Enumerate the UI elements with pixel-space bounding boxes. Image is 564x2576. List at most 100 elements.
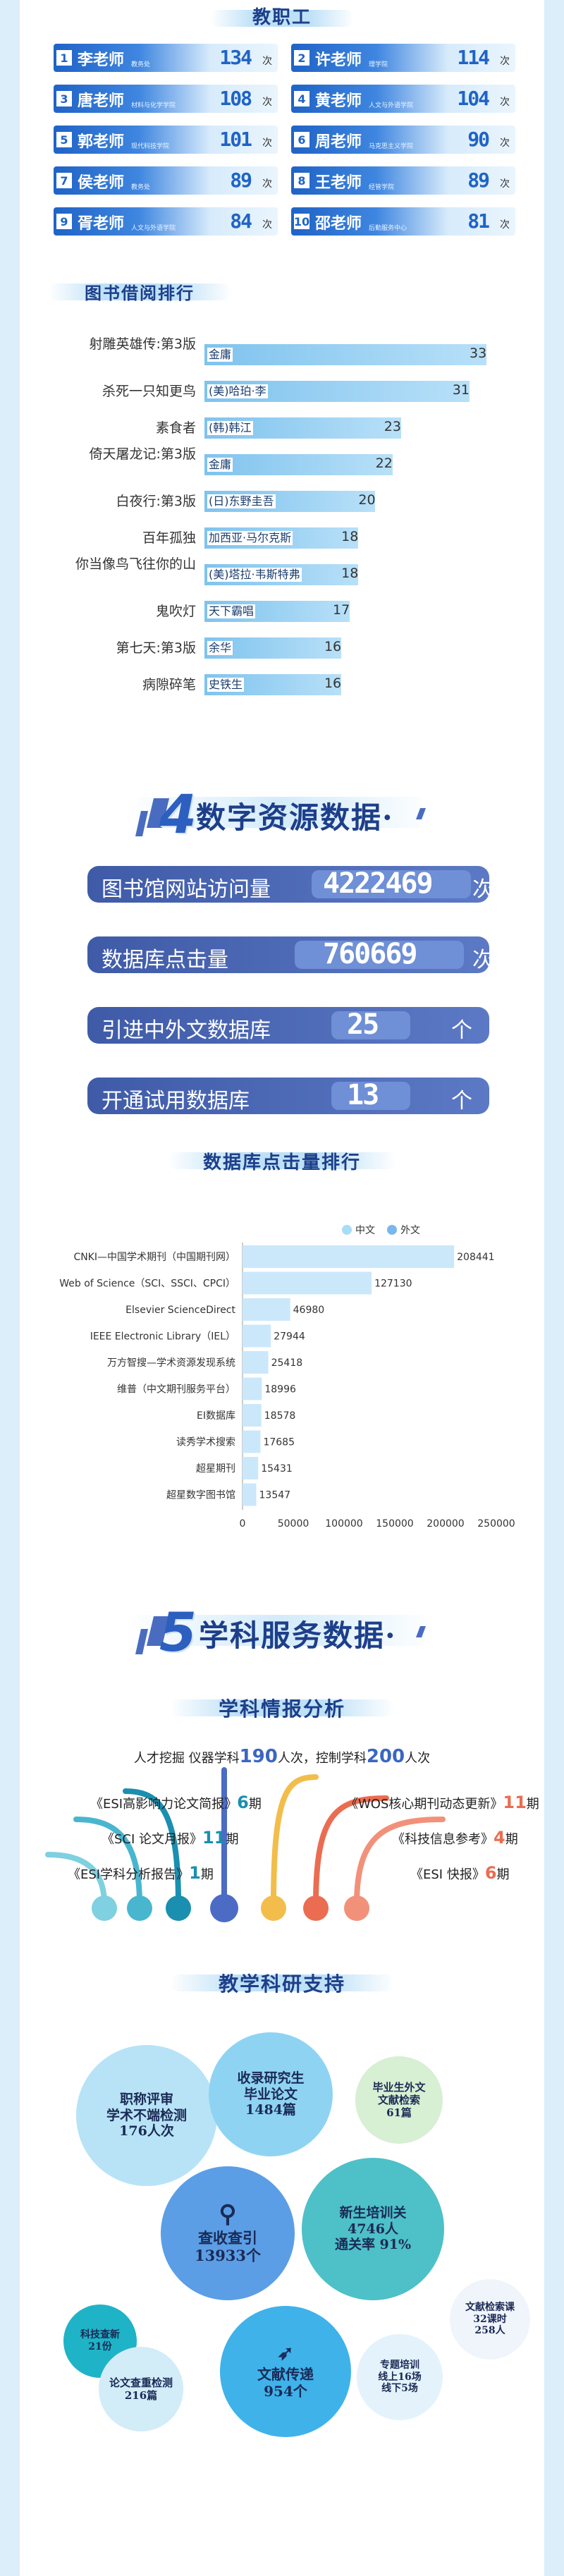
- legend-dot-cn: [342, 1225, 352, 1235]
- db-bar-value: 46980: [293, 1305, 325, 1316]
- stat-label: 数据库点击量: [102, 948, 228, 972]
- intel-item-label: 《WOS核心期刊动态更新》: [345, 1797, 503, 1812]
- staff-rank: 7: [56, 173, 72, 188]
- stat-unit: 次: [472, 948, 494, 972]
- book-bar: 加西亚·马尔克斯: [204, 527, 359, 549]
- book-row: 你当像鸟飞往你的山 (美)塔拉·韦斯特弗 18: [20, 556, 544, 592]
- legend-label-en: 外文: [400, 1225, 420, 1236]
- staff-count: 108: [219, 87, 252, 110]
- support-bubble: 收录研究生 毕业论文 1484篇: [209, 2032, 333, 2156]
- staff-card: 1 李老师 教务处 134 次: [54, 44, 278, 72]
- discipline-number: 5: [159, 1601, 197, 1664]
- db-bar: [243, 1430, 261, 1453]
- staff-dept: 后勤服务中心: [369, 225, 407, 232]
- support-bubble: 新生培训关 4746人 通关率 91%: [302, 2158, 444, 2300]
- category-label: Elsevier ScienceDirect: [125, 1305, 235, 1316]
- stat-pill: 开通试用数据库 13 个: [87, 1078, 489, 1114]
- book-value: 18: [341, 529, 359, 544]
- db-bar: [243, 1457, 259, 1479]
- category-label: 超星数字图书馆: [166, 1490, 235, 1501]
- db-bar: [243, 1324, 271, 1348]
- staff-name: 侯老师: [78, 173, 125, 192]
- staff-rank: 4: [294, 91, 309, 106]
- book-author: (美)塔拉·韦斯特弗: [207, 568, 302, 582]
- x-tick-label: 100000: [325, 1518, 362, 1530]
- staff-name: 郭老师: [78, 133, 125, 151]
- support-bubble: 专题培训 线上16场 线下5场: [357, 2334, 443, 2420]
- intel-summary: 人才挖掘 仪器学科190人次，控制学科200人次: [20, 1746, 544, 1767]
- book-bar: 余华: [204, 637, 341, 659]
- legend-label-cn: 中文: [355, 1225, 375, 1236]
- bubble-line: 专题培训: [380, 2359, 419, 2371]
- book-title: 第七天:第3版: [116, 640, 197, 656]
- staff-count: 90: [467, 128, 490, 151]
- bubble-line: 258人: [474, 2325, 505, 2337]
- db-bar: [243, 1351, 269, 1374]
- bubble-line: 4746人: [348, 2221, 398, 2237]
- stat-label: 图书馆网站访问量: [102, 877, 271, 902]
- staff-unit: 次: [500, 138, 510, 149]
- staff-dept: 人文与外语学院: [369, 102, 414, 109]
- staff-dept: 材料与化学学院: [131, 102, 176, 109]
- db-bar: [243, 1298, 290, 1321]
- bubble-line: 文献检索课: [465, 2301, 515, 2313]
- staff-card: 5 郭老师 现代科技学院 101 次: [54, 126, 278, 154]
- staff-unit: 次: [500, 219, 510, 231]
- book-row: 倚天屠龙记:第3版 金庸 22: [20, 446, 544, 482]
- staff-unit: 次: [262, 138, 272, 149]
- db-bar: [243, 1245, 455, 1268]
- book-value: 33: [470, 346, 487, 361]
- stat-highlight: [331, 1011, 410, 1039]
- digital-banner: 4 数字资源数据·: [20, 769, 544, 846]
- book-row: 射雕英雄传:第3版 金庸 33: [20, 336, 544, 372]
- bubble-line: 学术不端检测: [106, 2107, 187, 2123]
- bubble-line: 13933个: [194, 2247, 262, 2264]
- stat-highlight: [312, 870, 471, 898]
- staff-unit: 次: [262, 219, 272, 231]
- page: 教职工 1 李老师 教务处 134 次 2 许老师 理学院 114 次 3 唐老师 材料与化学学院 108…: [20, 0, 544, 2576]
- book-author: 史铁生: [207, 678, 245, 692]
- bubble-line: 科技查新: [80, 2329, 120, 2341]
- staff-card: 7 侯老师 教务处 89 次: [54, 166, 278, 195]
- staff-rank: 5: [56, 132, 72, 147]
- book-title: 你当像鸟飞往你的山: [75, 556, 196, 572]
- book-bar: 史铁生: [204, 674, 341, 695]
- intel-text-c: 人次，控制学科: [277, 1751, 367, 1766]
- staff-rank: 10: [293, 214, 310, 229]
- bubble-line: 毕业生外文: [372, 2081, 426, 2094]
- db-bar: [243, 1404, 262, 1427]
- stat-value: 13: [347, 1079, 379, 1111]
- discipline-title: 学科服务数据·: [199, 1618, 397, 1653]
- stat-value: 25: [347, 1008, 379, 1041]
- staff-rank: 2: [294, 50, 309, 66]
- staff-card: 9 胥老师 人文与外语学院 84 次: [54, 207, 278, 236]
- bubble-line: 线下5场: [381, 2383, 418, 2395]
- staff-dept: 经管学院: [369, 184, 395, 191]
- book-title: 射雕英雄传:第3版: [89, 336, 197, 352]
- category-label: 万方智搜—学术资源发现系统: [107, 1357, 235, 1369]
- book-author: (美)哈珀·李: [207, 384, 268, 398]
- staff-header: 教职工: [210, 0, 354, 31]
- staff-name: 胥老师: [78, 214, 125, 233]
- bubble-line: 176人次: [119, 2123, 174, 2139]
- support-bubble: 文献检索课 32课时 258人: [450, 2279, 530, 2360]
- intel-item-num: 6: [237, 1793, 249, 1812]
- staff-card: 8 王老师 经管学院 89 次: [291, 166, 515, 195]
- staff-card: 3 唐老师 材料与化学学院 108 次: [54, 85, 278, 113]
- intel-right-item: 《WOS核心期刊动态更新》11期: [345, 1793, 539, 1812]
- db-bar-value: 13547: [259, 1490, 291, 1501]
- intel-text-a: 人才挖掘 仪器学科: [133, 1751, 240, 1766]
- x-tick-label: 200000: [427, 1518, 464, 1530]
- db-bar-value: 127130: [374, 1278, 412, 1290]
- book-bar: (韩)韩江: [204, 417, 401, 439]
- db-bar: [243, 1271, 372, 1295]
- intel-item-label: 《ESI高影响力论文简报》: [90, 1797, 238, 1812]
- intel-header: 学科情报分析: [169, 1691, 395, 1722]
- book-value: 31: [452, 382, 470, 398]
- category-label: Web of Science（SCI、SSCI、CPCI）: [59, 1278, 235, 1290]
- staff-name: 王老师: [315, 173, 362, 192]
- book-author: (日)东野圭吾: [207, 494, 276, 508]
- book-bar: (日)东野圭吾: [204, 491, 376, 512]
- stat-unit: 次: [472, 877, 494, 902]
- x-tick-label: 150000: [376, 1518, 413, 1530]
